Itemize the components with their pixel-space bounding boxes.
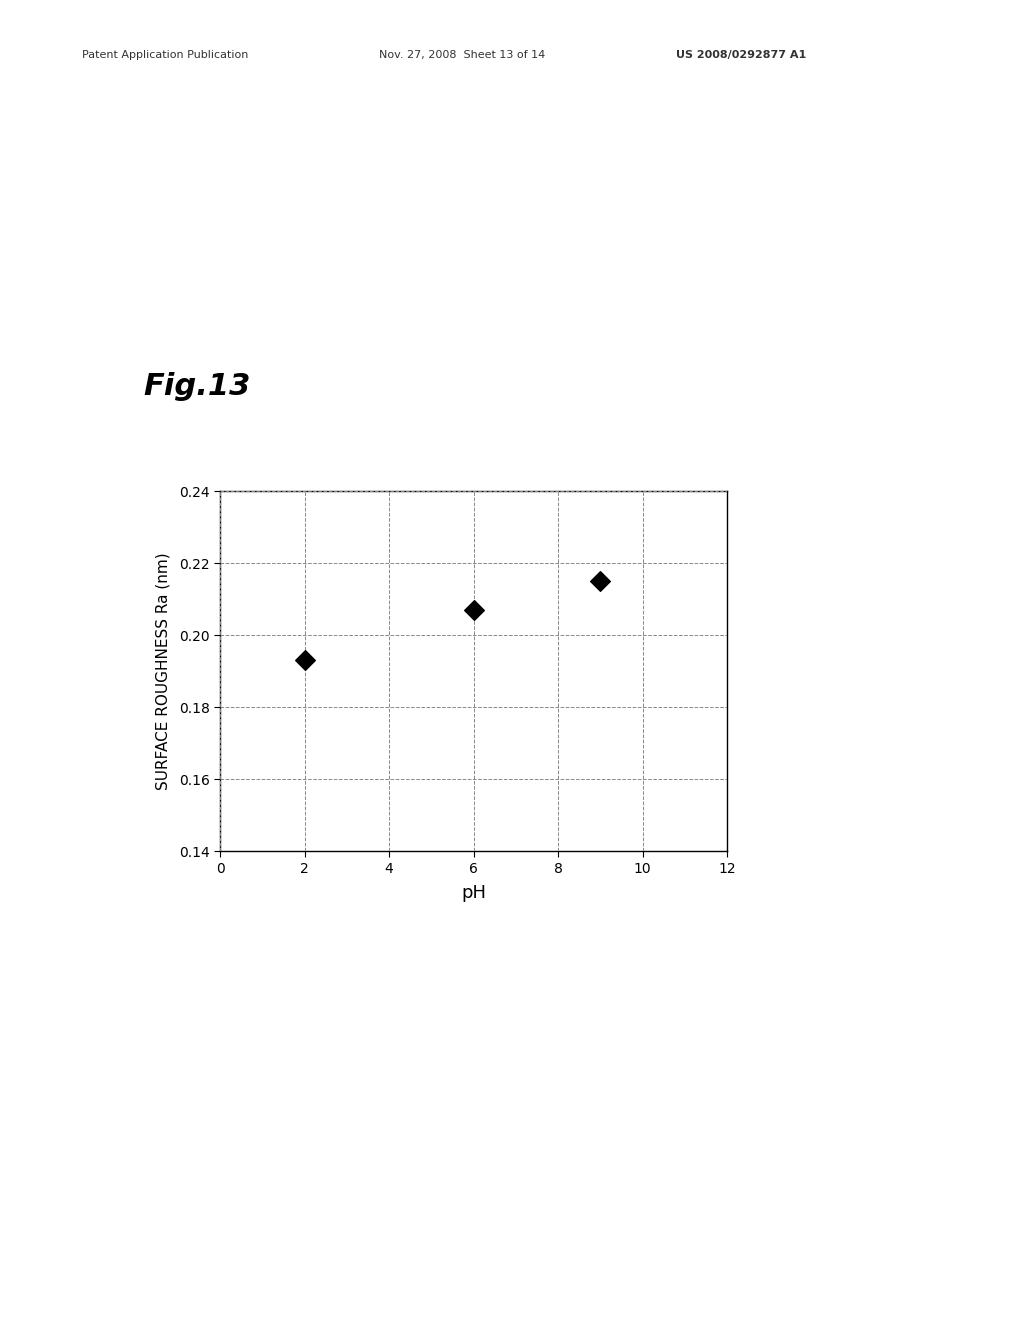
X-axis label: pH: pH <box>461 884 486 902</box>
Point <box>465 599 481 620</box>
Y-axis label: SURFACE ROUGHNESS Ra (nm): SURFACE ROUGHNESS Ra (nm) <box>156 552 171 791</box>
Text: Fig.13: Fig.13 <box>143 372 251 401</box>
Point <box>297 649 313 671</box>
Text: Patent Application Publication: Patent Application Publication <box>82 50 248 61</box>
Text: US 2008/0292877 A1: US 2008/0292877 A1 <box>676 50 806 61</box>
Text: Nov. 27, 2008  Sheet 13 of 14: Nov. 27, 2008 Sheet 13 of 14 <box>379 50 545 61</box>
Point <box>592 570 608 591</box>
